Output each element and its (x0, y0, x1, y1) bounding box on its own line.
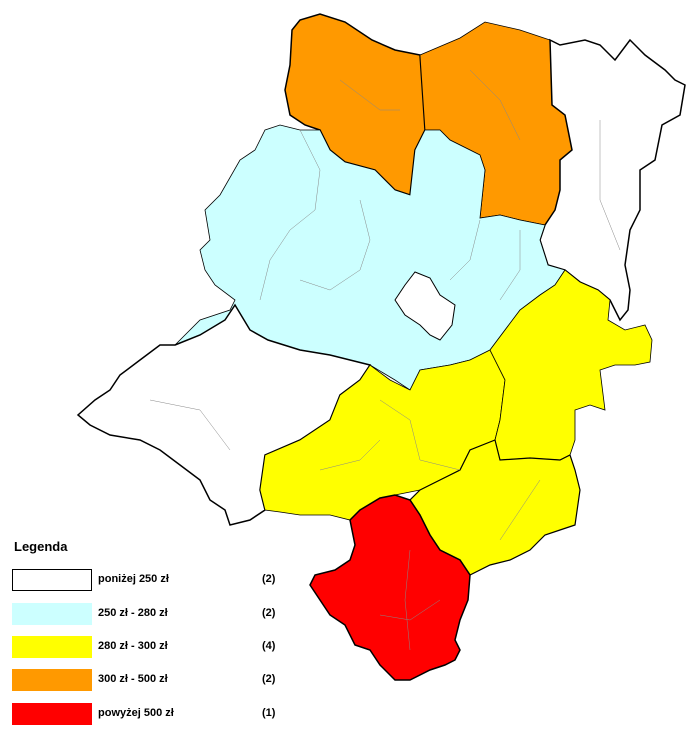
legend-count: (2) (262, 673, 276, 685)
district-white-southwest (76, 303, 372, 526)
legend-item-below-250: poniżej 250 zł (2) (12, 569, 312, 593)
commune-borders (149, 69, 621, 651)
legend-item-250-280: 250 zł - 280 zł (2) (12, 603, 312, 627)
legend-label: 250 zł - 280 zł (98, 607, 168, 619)
legend-count: (2) (262, 607, 276, 619)
legend-swatch (12, 569, 92, 591)
legend-item-above-500: powyżej 500 zł (1) (12, 703, 312, 727)
legend-swatch (12, 636, 92, 658)
legend-label: powyżej 500 zł (98, 707, 174, 719)
legend-count: (2) (262, 573, 276, 585)
legend-count: (4) (262, 640, 276, 652)
legend-swatch (12, 703, 92, 725)
legend-item-300-500: 300 zł - 500 zł (2) (12, 669, 312, 693)
legend-label: poniżej 250 zł (98, 573, 169, 585)
legend-label: 300 zł - 500 zł (98, 673, 168, 685)
legend-swatch (12, 669, 92, 691)
legend-title: Legenda (14, 539, 68, 554)
district-white-city (394, 271, 456, 341)
legend-swatch (12, 603, 92, 625)
legend-item-280-300: 280 zł - 300 zł (4) (12, 636, 312, 660)
legend-label: 280 zł - 300 zł (98, 640, 168, 652)
legend-count: (1) (262, 707, 276, 719)
district-white-east (539, 38, 686, 322)
district-red-south (309, 494, 471, 681)
